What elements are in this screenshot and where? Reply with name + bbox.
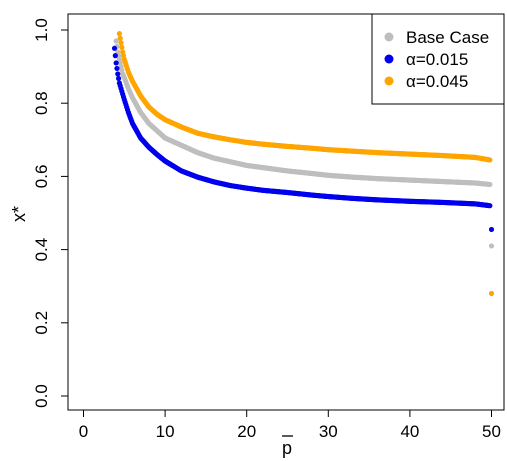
data-point [113, 38, 119, 44]
data-point [119, 44, 125, 50]
data-points [111, 31, 495, 297]
series-0 [113, 38, 495, 249]
legend-marker [384, 76, 394, 86]
legend-label: α=0.015 [406, 50, 468, 69]
y-tick-label: 1.0 [32, 18, 51, 42]
y-tick-label: 0.2 [32, 311, 51, 335]
data-point [488, 290, 495, 297]
data-point [116, 31, 122, 37]
y-axis: 0.0 0.2 0.4 0.6 0.8 1.0 [32, 18, 68, 408]
legend-box [371, 13, 505, 105]
y-axis-title: x* [9, 206, 29, 222]
x-tick-label: 30 [319, 422, 338, 441]
data-point [115, 71, 121, 77]
x-tick-label: 0 [79, 422, 88, 441]
series-2 [116, 31, 495, 297]
data-point [115, 75, 122, 82]
data-point [111, 45, 118, 51]
x-axis: 0 10 20 30 40 50 [79, 410, 501, 441]
data-point [117, 35, 123, 41]
x-tick-label: 50 [482, 422, 501, 441]
data-point [114, 65, 120, 72]
x-tick-label: 10 [156, 422, 175, 441]
y-tick-label: 0.4 [32, 238, 51, 262]
data-point [113, 60, 119, 66]
data-point [487, 157, 493, 163]
series-1 [111, 45, 495, 233]
legend: Base Case α=0.015 α=0.045 [371, 13, 505, 105]
legend-marker [384, 54, 394, 64]
legend-label: Base Case [406, 28, 489, 47]
x-tick-label: 20 [237, 422, 256, 441]
legend-label: α=0.045 [406, 72, 468, 91]
y-tick-label: 0.8 [32, 91, 51, 115]
x-tick-label: 40 [400, 422, 419, 441]
data-point [118, 40, 124, 46]
data-point [487, 181, 493, 188]
legend-marker [384, 32, 394, 42]
data-point [488, 226, 495, 233]
data-point [112, 53, 118, 59]
plot-frame [67, 13, 505, 411]
y-tick-label: 0.0 [32, 384, 51, 408]
data-point [488, 243, 495, 249]
data-point [487, 203, 493, 209]
x-axis-title: p [282, 438, 292, 458]
y-tick-label: 0.6 [32, 165, 51, 189]
